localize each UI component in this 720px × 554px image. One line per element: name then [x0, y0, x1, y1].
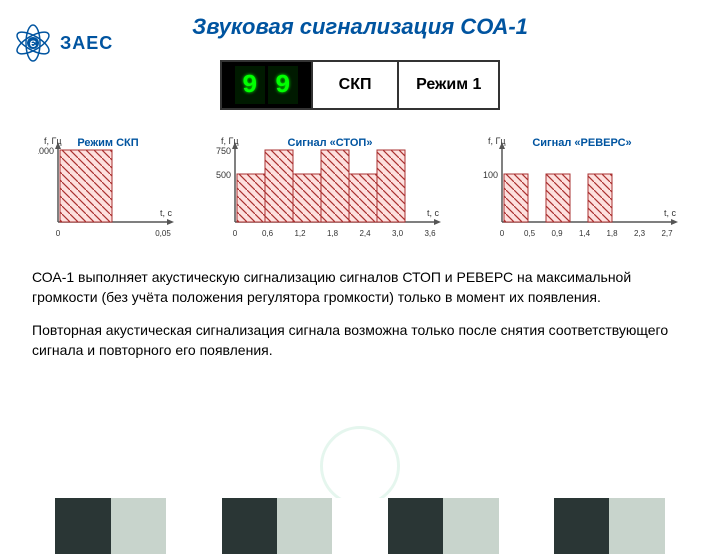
skp-label: СКП	[311, 62, 400, 108]
svg-text:2,4: 2,4	[359, 229, 371, 238]
svg-text:1000: 1000	[38, 146, 54, 156]
watermark-icon	[320, 426, 400, 506]
svg-text:100: 100	[483, 170, 498, 180]
svg-text:Сигнал «СТОП»: Сигнал «СТОП»	[288, 137, 373, 149]
svg-text:2,3: 2,3	[634, 229, 646, 238]
svg-text:2,7: 2,7	[661, 229, 673, 238]
body-text: СОА-1 выполняет акустическую сигнализаци…	[0, 249, 720, 360]
svg-text:1,8: 1,8	[327, 229, 339, 238]
svg-text:1,4: 1,4	[579, 229, 591, 238]
charts-row: f, Гц Режим СКП t, с 100000,05 f, Гц Сиг…	[0, 134, 720, 249]
svg-text:1,2: 1,2	[294, 229, 306, 238]
svg-text:0,5: 0,5	[524, 229, 536, 238]
svg-text:0: 0	[233, 229, 238, 238]
chart-reverse: f, Гц Сигнал «РЕВЕРС» t, с 10000,50,91,4…	[482, 134, 682, 249]
mode-label: Режим 1	[399, 62, 498, 108]
chart-skp: f, Гц Режим СКП t, с 100000,05	[38, 134, 178, 249]
atom-icon: Є	[12, 22, 54, 64]
svg-text:3,6: 3,6	[424, 229, 436, 238]
svg-text:Є: Є	[30, 39, 37, 49]
logo: Є ЗАЕС	[12, 22, 113, 64]
svg-text:0,6: 0,6	[262, 229, 274, 238]
svg-text:Сигнал «РЕВЕРС»: Сигнал «РЕВЕРС»	[532, 137, 631, 149]
svg-text:t, с: t, с	[160, 208, 173, 218]
svg-text:0: 0	[56, 229, 61, 238]
svg-text:0,9: 0,9	[551, 229, 563, 238]
svg-text:Режим СКП: Режим СКП	[78, 137, 139, 149]
svg-text:500: 500	[216, 170, 231, 180]
svg-text:t, с: t, с	[427, 208, 440, 218]
footer-pattern	[0, 498, 720, 554]
paragraph-2: Повторная акустическая сигнализация сигн…	[32, 320, 688, 361]
svg-text:1,8: 1,8	[606, 229, 618, 238]
digit-display: 9 9	[222, 62, 311, 108]
svg-text:t, с: t, с	[664, 208, 677, 218]
control-panel: 9 9 СКП Режим 1	[220, 60, 500, 110]
svg-text:750: 750	[216, 146, 231, 156]
svg-text:0: 0	[499, 229, 504, 238]
digit-1: 9	[235, 66, 265, 104]
chart-stop: f, Гц Сигнал «СТОП» t, с 75050000,61,21,…	[215, 134, 445, 249]
digit-2: 9	[268, 66, 298, 104]
svg-text:0,05: 0,05	[156, 229, 172, 238]
logo-text: ЗАЕС	[60, 33, 113, 54]
svg-text:3,0: 3,0	[392, 229, 404, 238]
paragraph-1: СОА-1 выполняет акустическую сигнализаци…	[32, 267, 688, 308]
